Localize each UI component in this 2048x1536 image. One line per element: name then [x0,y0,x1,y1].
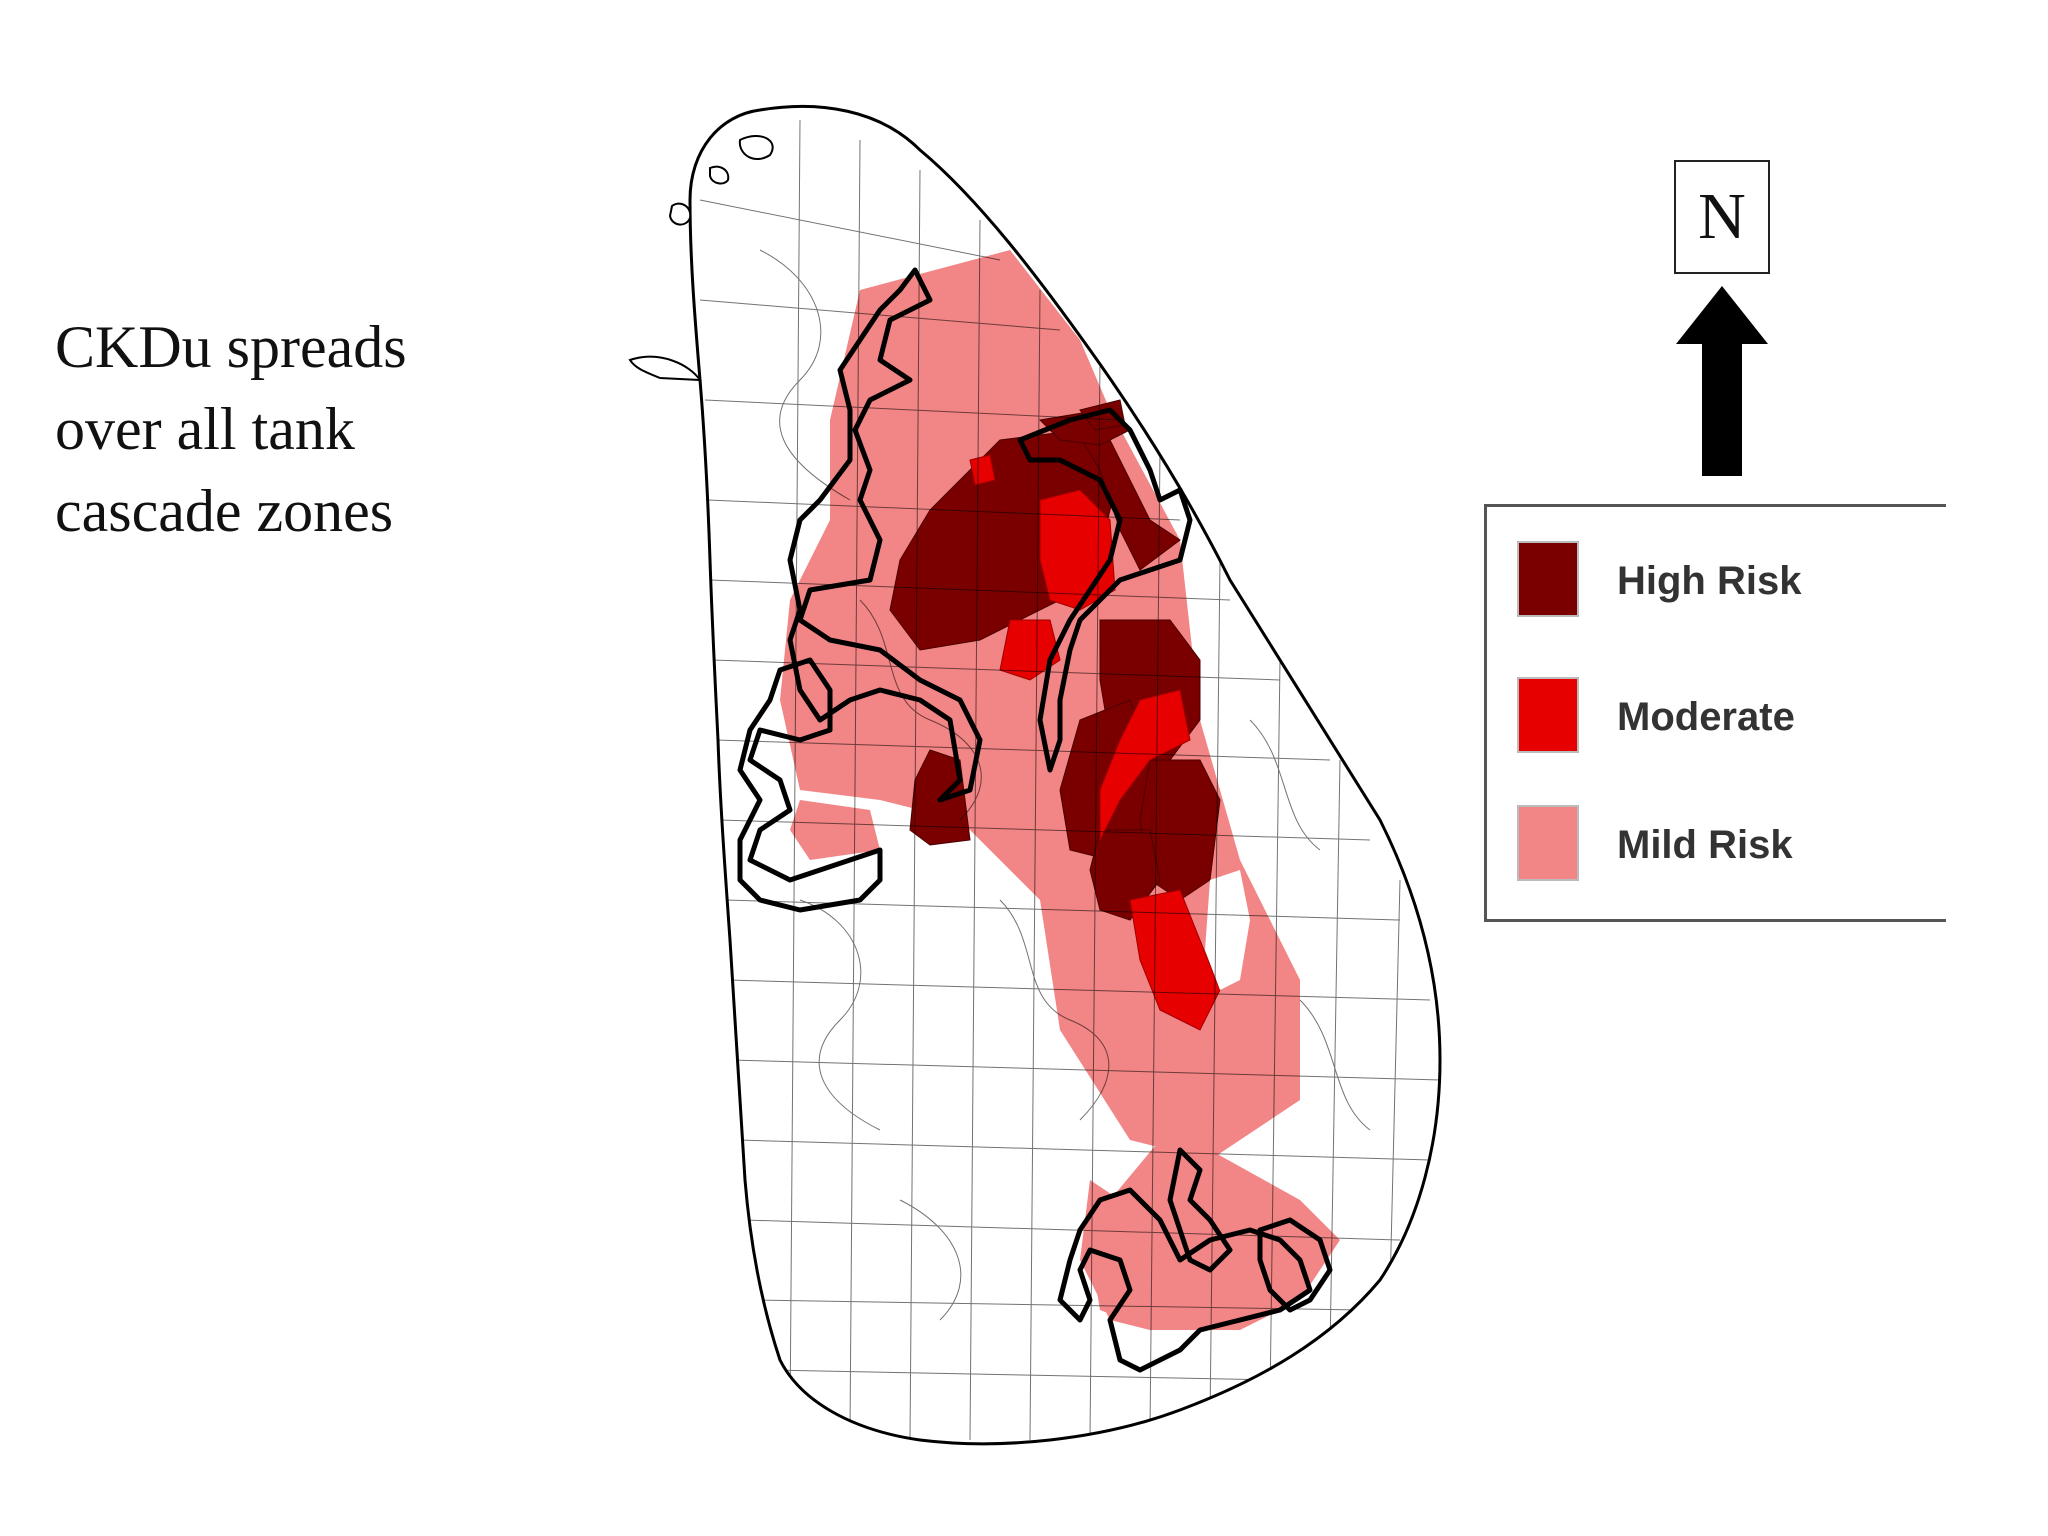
map-caption: CKDu spreads over all tank cascade zones [55,306,475,552]
mild-risk-zone [790,800,880,860]
legend-label-mild-risk: Mild Risk [1617,823,1793,867]
legend-item-high-risk: High Risk [1517,541,1937,621]
cascade-outline [1057,1187,1313,1373]
caption-line-3: cascade zones [55,478,394,544]
risk-legend: High Risk Moderate Mild Risk [1484,504,1946,922]
moderate-risk-zones [969,454,1221,1031]
legend-label-moderate: Moderate [1617,695,1795,739]
cascade-outline [1167,1147,1233,1273]
legend-label-high-risk: High Risk [1617,559,1802,603]
legend-item-moderate: Moderate [1517,677,1937,757]
north-indicator: N [1674,160,1770,274]
cascade-outline [1017,407,1193,773]
northern-islands [628,135,774,382]
legend-item-mild-risk: Mild Risk [1517,805,1937,885]
caption-line-1: CKDu spreads [55,314,407,380]
moderate-risk-zone [969,454,996,486]
legend-swatch-moderate [1517,677,1579,753]
caption-line-2: over all tank [55,396,355,462]
moderate-risk-zone [999,619,1061,681]
cascade-outline [787,267,983,803]
legend-swatch-high-risk [1517,541,1579,617]
moderate-risk-zone [1129,889,1221,1031]
tank-cascade-outlines [737,267,1333,1373]
moderate-risk-zone [1099,689,1191,841]
north-label: N [1698,180,1746,253]
high-risk-zone [1068,418,1181,571]
legend-swatch-mild-risk [1517,805,1579,881]
mild-risk-zone [1080,1180,1180,1330]
cascade-outline [1257,1217,1333,1313]
administrative-boundaries [699,119,1440,1441]
cascade-outline [737,657,883,913]
north-arrow-icon [1676,286,1768,476]
